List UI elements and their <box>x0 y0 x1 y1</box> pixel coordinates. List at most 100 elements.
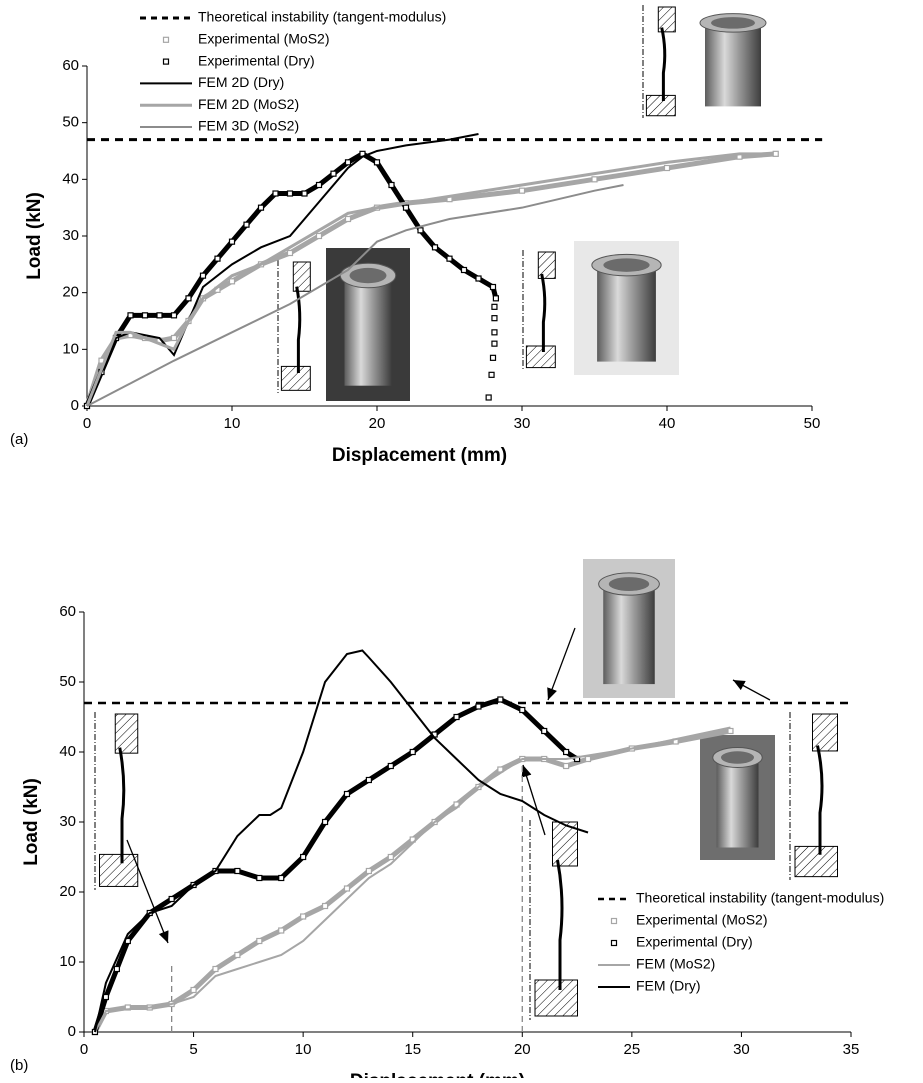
experimental-point <box>286 249 294 257</box>
legend-label: Theoretical instability (tangent-modulus… <box>636 890 884 906</box>
x-axis-title: Displacement (mm) <box>350 1071 525 1078</box>
experimental-point <box>228 238 236 245</box>
schematic-die-top <box>114 713 139 754</box>
legend-label: Experimental (MoS2) <box>198 31 330 47</box>
legend-marker <box>162 36 170 43</box>
legend-marker <box>162 58 170 65</box>
y-tick-label: 30 <box>59 813 76 830</box>
experimental-point <box>321 902 329 910</box>
schematic-die-top <box>292 261 311 292</box>
experimental-point <box>243 221 250 228</box>
experimental-point <box>541 727 548 735</box>
experimental-point <box>485 394 492 401</box>
experimental-point <box>321 818 329 826</box>
photo-tube <box>603 584 655 685</box>
legend-label: FEM 3D (MoS2) <box>198 118 299 134</box>
photo-bore <box>349 267 387 284</box>
arrow <box>732 679 771 701</box>
panel-label: (b) <box>10 1057 28 1074</box>
schematic-die-bottom <box>534 979 578 1017</box>
schematic-die-bottom <box>280 365 311 391</box>
x-tick-label: 25 <box>624 1041 641 1058</box>
experimental-point <box>344 215 352 223</box>
schematic-die-top <box>812 713 838 752</box>
experimental-point <box>343 790 351 798</box>
experimental-point <box>475 275 482 282</box>
y-tick-label: 30 <box>62 227 79 244</box>
y-tick-label: 50 <box>59 673 76 690</box>
photo-bore <box>603 258 650 272</box>
schematic-die-top <box>657 6 676 33</box>
arrow <box>126 839 169 944</box>
experimental-point <box>591 176 598 183</box>
experimental-point <box>234 867 241 875</box>
x-tick-label: 30 <box>514 415 531 432</box>
y-tick-label: 40 <box>59 743 76 760</box>
legend-marker <box>610 939 618 947</box>
experimental-point <box>170 312 178 319</box>
panel-label: (a) <box>10 431 28 448</box>
experimental-curve <box>92 697 579 1033</box>
schematic-die-bottom <box>525 345 556 369</box>
schematic-tube <box>295 286 302 374</box>
experimental-point <box>256 874 263 882</box>
experimental-point <box>489 354 497 361</box>
fem-curve <box>86 184 624 407</box>
experimental-point <box>214 255 221 262</box>
experimental-point <box>278 927 285 934</box>
experimental-point <box>663 164 671 172</box>
experimental-point <box>315 181 323 189</box>
legend-label: Experimental (Dry) <box>636 934 753 950</box>
schematic-tube <box>660 27 667 102</box>
experimental-point <box>475 703 482 710</box>
x-tick-label: 15 <box>404 1041 421 1058</box>
photo-tube <box>344 275 392 386</box>
experimental-point <box>772 150 779 157</box>
experimental-point <box>365 867 372 875</box>
y-tick-label: 50 <box>62 114 79 131</box>
experimental-point <box>212 965 219 973</box>
experimental-point <box>373 159 381 166</box>
photo-bore <box>608 577 650 591</box>
legend-label: Experimental (Dry) <box>198 52 315 68</box>
schematic-die-bottom <box>645 94 676 117</box>
x-tick-label: 20 <box>369 415 386 432</box>
experimental-point <box>300 853 307 861</box>
experimental-point <box>141 312 149 319</box>
y-tick-label: 10 <box>62 340 79 357</box>
experimental-point <box>563 762 570 770</box>
experimental-point <box>190 986 197 994</box>
experimental-point <box>315 232 323 240</box>
arrow <box>521 764 546 836</box>
experimental-point <box>286 190 294 197</box>
experimental-point <box>387 762 394 770</box>
arrow <box>547 627 576 701</box>
fem-curve <box>85 152 769 407</box>
legend-label: Theoretical instability (tangent-modulus… <box>198 9 446 25</box>
experimental-point <box>497 696 504 703</box>
y-tick-label: 0 <box>71 397 79 414</box>
fem-curve <box>94 726 731 1033</box>
legend-label: FEM (MoS2) <box>636 956 715 972</box>
x-tick-label: 30 <box>733 1041 750 1058</box>
experimental-point <box>417 227 424 234</box>
y-tick-label: 20 <box>62 284 79 301</box>
experimental-point <box>491 303 498 310</box>
y-tick-label: 20 <box>59 883 76 900</box>
experimental-point <box>519 706 526 714</box>
schematic-tube <box>118 747 126 864</box>
experimental-point <box>491 340 498 347</box>
x-tick-label: 10 <box>224 415 241 432</box>
schematic-die-bottom <box>99 853 139 887</box>
photo-tube <box>597 265 656 362</box>
schematic-tube <box>540 273 547 352</box>
experimental-point <box>234 951 241 959</box>
x-tick-label: 50 <box>804 415 821 432</box>
experimental-point <box>727 727 734 735</box>
legend-label: FEM 2D (Dry) <box>198 74 284 90</box>
experimental-point <box>185 295 192 302</box>
experimental-point <box>489 283 497 291</box>
experimental-point <box>257 204 265 211</box>
experimental-point <box>402 204 410 211</box>
experimental-point <box>156 312 163 319</box>
